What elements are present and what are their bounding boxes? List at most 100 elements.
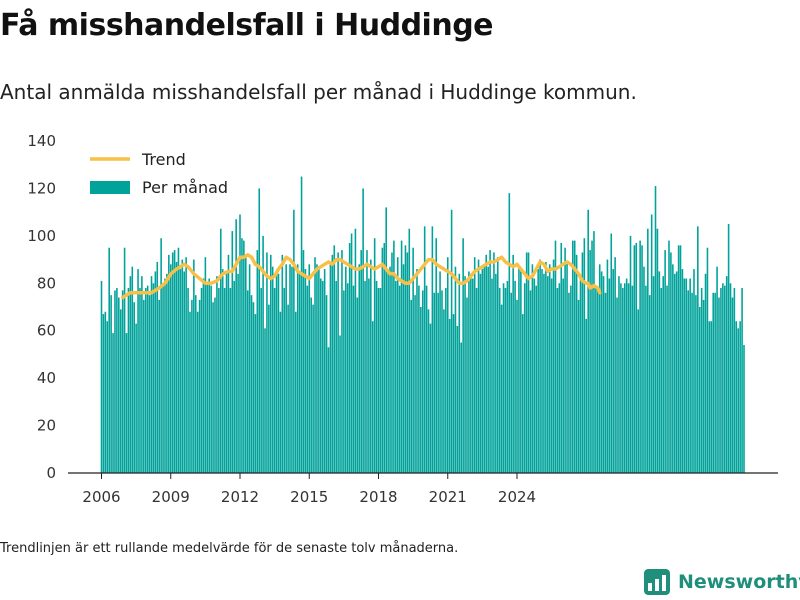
bar — [321, 280, 324, 473]
bar — [391, 252, 393, 473]
bar — [733, 288, 736, 473]
bar — [720, 288, 722, 473]
bar — [579, 278, 582, 473]
bar — [202, 278, 205, 473]
bar — [327, 347, 330, 473]
bar — [283, 288, 286, 473]
bar — [398, 285, 401, 473]
x-tick-label: 2018 — [359, 488, 397, 506]
bar — [545, 261, 547, 473]
bar — [129, 276, 132, 473]
bar — [662, 276, 664, 473]
bar — [668, 240, 670, 473]
bar — [258, 188, 261, 473]
bars-layer — [100, 176, 745, 474]
bar — [125, 333, 128, 473]
bar — [402, 264, 405, 473]
bar — [121, 290, 124, 473]
bar — [160, 238, 162, 473]
bar — [171, 252, 174, 473]
bar — [450, 209, 453, 473]
bar — [137, 269, 139, 473]
bar — [173, 250, 176, 473]
bar — [648, 295, 651, 473]
bar — [552, 259, 555, 473]
bar — [723, 285, 726, 473]
bar — [291, 266, 293, 473]
y-tick-label: 60 — [37, 322, 56, 340]
bar — [510, 292, 513, 473]
bar — [414, 295, 416, 473]
bar — [264, 328, 266, 473]
bar — [727, 224, 730, 473]
bar — [498, 288, 501, 473]
bar — [316, 264, 318, 473]
bar — [408, 228, 411, 473]
bar — [333, 245, 336, 473]
bar — [429, 323, 432, 473]
bar — [389, 266, 391, 473]
bar — [187, 288, 189, 473]
bar — [183, 271, 186, 473]
bar — [437, 292, 439, 473]
bar — [660, 288, 663, 473]
bar — [123, 247, 126, 473]
bar — [598, 264, 601, 473]
bar — [318, 266, 320, 473]
bar — [343, 290, 345, 473]
bar — [506, 280, 509, 473]
trend-layer — [120, 253, 602, 300]
bar — [135, 323, 137, 473]
bar — [460, 342, 463, 473]
bar — [491, 278, 493, 473]
bar — [152, 283, 155, 473]
bar — [250, 295, 253, 473]
bar — [489, 250, 491, 473]
y-axis: 0 20 40 60 80 100 120 140 — [27, 132, 56, 482]
bar — [518, 266, 520, 473]
bar — [433, 292, 436, 473]
bar — [593, 231, 595, 473]
bar — [673, 273, 676, 473]
bar — [647, 228, 649, 473]
bar — [185, 257, 187, 473]
bar — [341, 250, 343, 473]
bar — [681, 269, 684, 473]
bar — [454, 266, 457, 473]
bar — [562, 278, 564, 473]
bar — [210, 285, 212, 473]
bar — [500, 304, 503, 473]
bar — [600, 271, 603, 473]
bar — [287, 304, 289, 473]
bar — [656, 228, 659, 473]
bar — [243, 240, 245, 473]
bar — [614, 257, 616, 473]
bar — [191, 299, 193, 473]
bar — [658, 271, 661, 473]
bar — [194, 295, 197, 473]
bar — [410, 299, 412, 473]
bar — [229, 288, 232, 473]
bar — [679, 245, 682, 473]
bar — [458, 273, 461, 473]
bar — [558, 283, 561, 473]
bar — [618, 276, 620, 473]
bar — [685, 278, 688, 473]
bar — [246, 290, 249, 473]
bar — [441, 290, 443, 473]
bar — [606, 259, 609, 473]
bar — [237, 273, 239, 473]
bar — [275, 273, 278, 473]
bar — [106, 321, 109, 473]
bar — [535, 285, 538, 473]
bar — [512, 254, 514, 473]
bar — [572, 240, 574, 473]
bar — [346, 283, 349, 473]
bar — [556, 288, 559, 473]
bar — [729, 283, 732, 473]
brand[interactable]: Newsworthy — [644, 569, 800, 595]
bar — [435, 238, 438, 473]
bar — [695, 295, 697, 473]
bar — [231, 231, 234, 473]
bar — [141, 276, 143, 473]
